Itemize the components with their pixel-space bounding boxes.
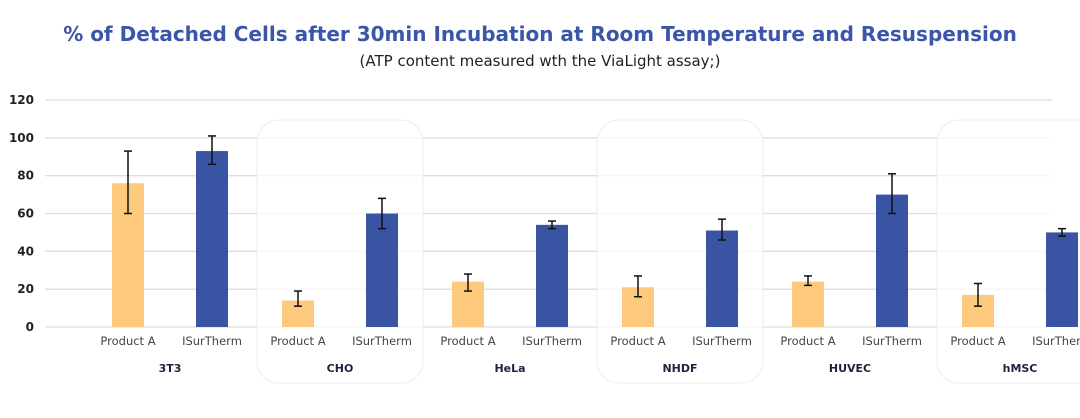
x-category-label: Product A	[610, 334, 665, 348]
y-tick-label: 20	[17, 282, 34, 296]
bar-HUVEC-product-a	[792, 281, 824, 327]
x-category-label: Product A	[780, 334, 835, 348]
x-category-label: ISurTherm	[182, 334, 242, 348]
y-tick-label: 40	[17, 244, 34, 258]
group-label: HUVEC	[829, 362, 871, 375]
x-category-label: ISurTherm	[1032, 334, 1080, 348]
y-tick-label: 60	[17, 207, 34, 221]
chart-title: % of Detached Cells after 30min Incubati…	[63, 22, 1017, 46]
y-tick-label: 100	[9, 131, 34, 145]
group-label: NHDF	[662, 362, 697, 375]
y-tick-label: 120	[9, 93, 34, 107]
x-category-label: ISurTherm	[862, 334, 922, 348]
x-category-label: Product A	[440, 334, 495, 348]
x-category-label: ISurTherm	[352, 334, 412, 348]
bar-hMSC-isurtherm	[1046, 232, 1078, 327]
chart-subtitle: (ATP content measured wth the ViaLight a…	[359, 52, 721, 70]
group-label: 3T3	[159, 362, 182, 375]
x-category-label: ISurTherm	[522, 334, 582, 348]
y-tick-label: 80	[17, 169, 34, 183]
bar-HUVEC-isurtherm	[876, 194, 908, 327]
x-category-label: ISurTherm	[692, 334, 752, 348]
x-category-label: Product A	[950, 334, 1005, 348]
bar-CHO-isurtherm	[366, 213, 398, 327]
bar-HeLa-isurtherm	[536, 224, 568, 327]
x-category-label: Product A	[100, 334, 155, 348]
group-label: HeLa	[494, 362, 525, 375]
group-label: hMSC	[1003, 362, 1038, 375]
group-label: CHO	[327, 362, 354, 375]
x-category-label: Product A	[270, 334, 325, 348]
bar-NHDF-isurtherm	[706, 230, 738, 327]
bar-3T3-isurtherm	[196, 151, 228, 327]
y-tick-label: 0	[26, 320, 34, 334]
